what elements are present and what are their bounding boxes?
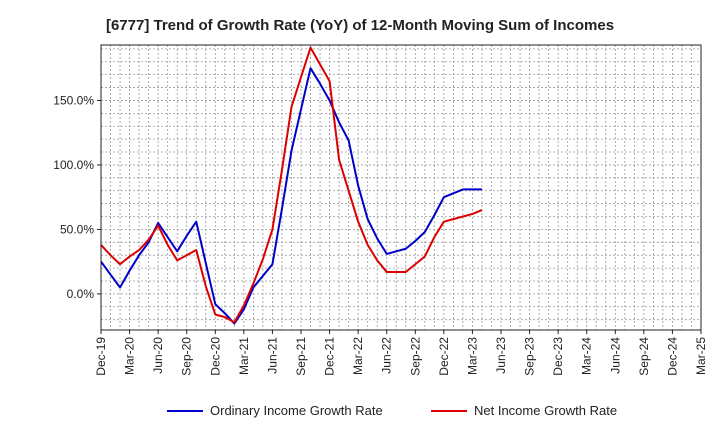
x-tick-label: Jun-21 bbox=[265, 337, 279, 374]
x-tick-label: Sep-24 bbox=[637, 337, 651, 376]
x-tick-label: Dec-19 bbox=[94, 337, 108, 376]
series-line-net-income bbox=[100, 46, 483, 324]
x-tick-label: Dec-20 bbox=[208, 337, 222, 376]
x-tick-label: Jun-20 bbox=[151, 337, 165, 374]
x-tick-label: Dec-22 bbox=[437, 337, 451, 376]
y-axis-ticks: 0.0% 50.0% 100.0% 150.0% bbox=[53, 93, 101, 301]
series-line-ordinary-income bbox=[100, 67, 482, 325]
legend: Ordinary Income Growth Rate Net Income Gr… bbox=[167, 403, 617, 418]
x-tick-label: Jun-23 bbox=[494, 337, 508, 374]
x-tick-label: Dec-24 bbox=[665, 337, 679, 376]
plot-area bbox=[101, 45, 701, 330]
x-tick-label: Sep-22 bbox=[408, 337, 422, 376]
x-axis-ticks: Dec-19 Mar-20 Jun-20 Sep-20 Dec-20 Mar-21 Jun-… bbox=[94, 330, 708, 376]
x-tick-label: Sep-20 bbox=[180, 337, 194, 376]
x-tick-label: Mar-25 bbox=[694, 337, 708, 375]
x-tick-label: Dec-23 bbox=[551, 337, 565, 376]
y-tick-label: 0.0% bbox=[67, 287, 95, 301]
x-tick-label: Sep-21 bbox=[294, 337, 308, 376]
y-tick-label: 50.0% bbox=[60, 222, 94, 236]
y-tick-label: 150.0% bbox=[53, 93, 94, 107]
x-tick-label: Mar-24 bbox=[580, 337, 594, 375]
legend-label: Ordinary Income Growth Rate bbox=[210, 403, 383, 418]
chart-title: [6777] Trend of Growth Rate (YoY) of 12-… bbox=[106, 17, 614, 34]
x-tick-label: Mar-20 bbox=[123, 337, 137, 375]
x-tick-label: Mar-21 bbox=[237, 337, 251, 375]
y-tick-label: 100.0% bbox=[53, 158, 94, 172]
plot-frame bbox=[100, 44, 702, 331]
x-tick-label: Dec-21 bbox=[323, 337, 337, 376]
legend-label: Net Income Growth Rate bbox=[474, 403, 617, 418]
x-tick-label: Mar-23 bbox=[465, 337, 479, 375]
x-tick-label: Jun-24 bbox=[608, 337, 622, 374]
series-lines bbox=[100, 46, 483, 325]
x-tick-label: Sep-23 bbox=[523, 337, 537, 376]
x-tick-label: Mar-22 bbox=[351, 337, 365, 375]
grid bbox=[100, 45, 702, 330]
x-tick-label: Jun-22 bbox=[380, 337, 394, 374]
